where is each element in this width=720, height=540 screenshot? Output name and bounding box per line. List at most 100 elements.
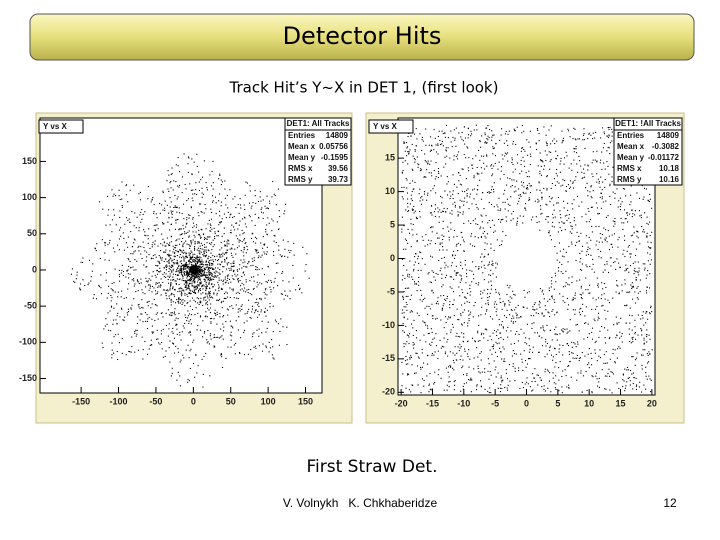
hit-dot (247, 311, 249, 313)
hit-dot (507, 160, 509, 162)
hit-dot (166, 237, 168, 239)
hit-dot (129, 260, 131, 263)
hit-dot (629, 369, 632, 372)
hit-dot (216, 311, 218, 313)
hit-dot (649, 353, 651, 355)
hit-dot (447, 137, 449, 139)
hit-dot (190, 334, 192, 336)
hit-dot (281, 293, 284, 295)
hit-dot (631, 216, 633, 218)
hit-dot (531, 323, 533, 325)
hit-dot (162, 238, 164, 240)
hit-dot (521, 147, 524, 149)
hit-dot (625, 264, 627, 266)
hit-dot (453, 159, 455, 161)
hit-dot (501, 379, 503, 382)
hit-dot (426, 363, 429, 365)
hit-dot (201, 274, 203, 276)
hit-dot (554, 366, 556, 368)
hit-dot (198, 303, 200, 305)
hit-dot (204, 268, 206, 270)
hit-dot (435, 192, 437, 194)
hit-dot (198, 233, 200, 235)
hit-dot (196, 329, 198, 331)
hit-dot (612, 261, 614, 264)
hit-dot (169, 340, 171, 342)
hit-dot (187, 301, 189, 304)
hit-dot (499, 209, 501, 212)
hit-dot (243, 239, 245, 241)
hit-dot (454, 270, 456, 272)
hit-dot (441, 242, 443, 244)
hit-dot (609, 183, 611, 185)
hit-dot (256, 281, 258, 283)
hit-dot (595, 202, 597, 204)
hit-dot (646, 216, 648, 218)
hit-dot (499, 332, 501, 334)
hit-dot (229, 269, 231, 272)
hit-dot (287, 295, 289, 297)
hit-dot (198, 279, 200, 281)
hit-dot (270, 280, 272, 282)
hit-dot (515, 353, 517, 355)
hit-dot (170, 187, 172, 189)
hit-dot (462, 365, 464, 367)
hit-dot (223, 326, 225, 328)
hit-dot (586, 242, 588, 244)
hit-dot (491, 264, 493, 266)
hit-dot (244, 238, 246, 240)
hit-dot (549, 372, 551, 374)
hit-dot (194, 282, 196, 284)
hit-dot (253, 276, 255, 278)
hit-dot (580, 232, 582, 234)
hit-dot (476, 385, 478, 387)
hit-dot (431, 214, 433, 216)
hit-dot (598, 336, 600, 338)
hit-dot (441, 130, 443, 132)
hit-dot (421, 300, 423, 302)
hit-dot (456, 243, 458, 246)
hit-dot (491, 346, 493, 348)
hit-dot (240, 207, 242, 209)
hit-dot (171, 271, 173, 273)
hit-dot (402, 198, 404, 200)
hit-dot (163, 289, 165, 291)
hit-dot (562, 255, 564, 257)
hit-dot (162, 281, 164, 283)
hit-dot (405, 355, 407, 357)
hit-dot (122, 232, 124, 234)
hit-dot (192, 256, 194, 258)
hit-dot (165, 258, 167, 260)
hit-dot (562, 300, 564, 302)
hit-dot (498, 318, 500, 321)
hit-dot (180, 298, 182, 300)
hit-dot (569, 360, 571, 363)
hit-dot (170, 375, 172, 377)
hit-dot (587, 246, 589, 248)
hit-dot (138, 250, 140, 252)
hit-dot (266, 281, 269, 283)
hit-dot (414, 283, 416, 285)
hit-dot (139, 307, 141, 309)
hit-dot (176, 278, 178, 280)
hit-dot (192, 222, 194, 224)
hit-dot (208, 264, 211, 266)
hit-dot (208, 267, 210, 270)
hit-dot (424, 263, 426, 265)
hit-dot (158, 271, 160, 273)
hit-dot (213, 346, 215, 348)
hit-dot (410, 194, 412, 196)
hit-dot (201, 261, 203, 263)
hit-dot (189, 245, 191, 247)
hit-dot (403, 186, 405, 188)
hit-dot (494, 155, 496, 157)
hit-dot (462, 311, 464, 313)
hit-dot (642, 354, 644, 356)
hit-dot (438, 172, 440, 174)
hit-dot (491, 136, 493, 138)
hit-dot (429, 281, 431, 283)
hit-dot (196, 273, 198, 276)
hit-dot (532, 373, 534, 375)
hit-dot (456, 359, 458, 361)
hit-dot (631, 329, 633, 331)
